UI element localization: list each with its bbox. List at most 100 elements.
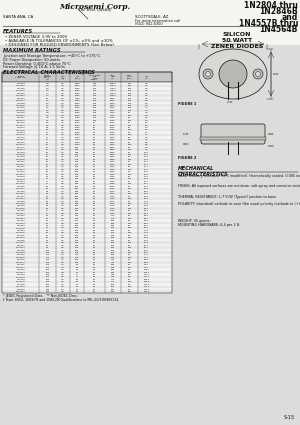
Text: 2.0: 2.0: [61, 117, 64, 118]
Text: 1N2825: 1N2825: [16, 186, 25, 187]
Bar: [2, 212, 172, 215]
Text: 115: 115: [75, 257, 79, 258]
Text: 1500: 1500: [74, 122, 80, 123]
Text: 91.6: 91.6: [144, 266, 149, 268]
Text: 24: 24: [46, 178, 49, 179]
Text: 1N2827A: 1N2827A: [16, 198, 26, 199]
Bar: [2, 94, 172, 97]
Text: 610: 610: [111, 242, 115, 243]
Text: 200: 200: [128, 159, 132, 160]
Text: 2650: 2650: [74, 93, 80, 94]
Text: 33.1: 33.1: [144, 210, 149, 211]
Text: 100: 100: [93, 117, 97, 118]
Text: 47.9: 47.9: [144, 232, 149, 233]
Text: 1250: 1250: [74, 134, 80, 136]
Text: 2.0: 2.0: [61, 132, 64, 133]
Text: 25: 25: [93, 218, 96, 219]
Bar: [2, 114, 172, 116]
Text: 126.8: 126.8: [143, 281, 150, 282]
Text: 1N2826: 1N2826: [16, 191, 25, 192]
Text: 64.1: 64.1: [144, 245, 149, 246]
Text: MAXIMUM RATINGS: MAXIMUM RATINGS: [3, 48, 61, 53]
Text: 70.5: 70.5: [144, 252, 149, 253]
Text: 1800: 1800: [74, 112, 80, 113]
Text: 1350: 1350: [74, 127, 80, 128]
Text: JEDEC
TYPE NO.: JEDEC TYPE NO.: [15, 76, 26, 78]
Circle shape: [256, 71, 260, 76]
Bar: [2, 161, 172, 163]
Text: 50: 50: [128, 181, 131, 182]
Text: 19.1: 19.1: [144, 183, 149, 184]
Text: 0.8: 0.8: [61, 154, 64, 155]
Text: 9.1: 9.1: [46, 127, 49, 128]
Text: 15: 15: [46, 152, 49, 153]
Text: 165: 165: [75, 235, 79, 236]
Text: 12: 12: [46, 144, 49, 145]
Text: SCOTTSDALE, AZ: SCOTTSDALE, AZ: [135, 15, 168, 19]
Text: 25: 25: [93, 198, 96, 199]
Bar: [2, 144, 172, 146]
Text: 2.0: 2.0: [61, 284, 64, 285]
Text: 2100: 2100: [110, 178, 116, 179]
Text: 23.3: 23.3: [144, 193, 149, 194]
Text: 1275: 1275: [110, 203, 116, 204]
Bar: [2, 187, 172, 190]
Text: 8.2: 8.2: [46, 122, 49, 123]
Bar: [2, 286, 172, 288]
Text: 30: 30: [46, 188, 49, 189]
Bar: [2, 72, 172, 82]
Text: 1N2815: 1N2815: [16, 137, 25, 138]
Text: 63: 63: [76, 291, 79, 292]
Text: 25: 25: [93, 173, 96, 175]
Text: 950: 950: [75, 149, 79, 150]
Text: 27: 27: [46, 181, 49, 182]
Text: 25: 25: [93, 245, 96, 246]
Text: 77: 77: [76, 277, 79, 278]
Bar: [2, 180, 172, 183]
Text: 47: 47: [46, 210, 49, 211]
Text: 1650: 1650: [74, 117, 80, 118]
Text: 50: 50: [128, 166, 131, 167]
Text: 0.8: 0.8: [61, 188, 64, 189]
Text: 50: 50: [128, 210, 131, 211]
Bar: [2, 290, 172, 293]
Text: 100: 100: [93, 105, 97, 106]
Text: 0.8: 0.8: [61, 252, 64, 253]
Text: 200: 200: [128, 203, 132, 204]
Text: 36.0: 36.0: [144, 218, 149, 219]
Text: 84.6: 84.6: [144, 262, 149, 263]
Text: 2.0: 2.0: [61, 176, 64, 177]
Text: 50: 50: [128, 269, 131, 270]
Text: 180: 180: [45, 281, 50, 282]
Text: 47.9: 47.9: [144, 230, 149, 231]
Text: 0.8: 0.8: [61, 262, 64, 263]
Text: 0.8: 0.8: [61, 183, 64, 184]
Text: • AVAILABLE IN TOLERANCES OF ±1%, ±5% and ±10%: • AVAILABLE IN TOLERANCES OF ±1%, ±5% an…: [5, 39, 112, 43]
Text: 5.3: 5.3: [145, 120, 148, 121]
Text: 15.5: 15.5: [144, 173, 149, 175]
Text: 775: 775: [75, 156, 79, 157]
Text: 50: 50: [128, 220, 131, 221]
Bar: [2, 151, 172, 153]
Text: 0.8: 0.8: [61, 115, 64, 116]
Text: 1N2845: 1N2845: [16, 284, 25, 285]
Text: 565: 565: [75, 171, 79, 172]
Bar: [2, 276, 172, 278]
Text: 25: 25: [93, 191, 96, 192]
Text: 275: 275: [111, 279, 115, 280]
Text: 23.3: 23.3: [144, 191, 149, 192]
Text: 25: 25: [93, 205, 96, 207]
Text: 2.0: 2.0: [61, 225, 64, 226]
Text: 4200: 4200: [110, 142, 116, 143]
Bar: [2, 124, 172, 126]
Text: 7400: 7400: [110, 112, 116, 113]
Text: 130: 130: [45, 266, 50, 268]
Bar: [2, 165, 172, 168]
Text: 7.5: 7.5: [46, 120, 49, 121]
Text: 2.8: 2.8: [145, 83, 148, 84]
Bar: [2, 195, 172, 197]
Text: 200: 200: [128, 227, 132, 229]
Text: 7.1: 7.1: [145, 134, 148, 136]
Bar: [2, 133, 172, 136]
Text: 735: 735: [111, 230, 115, 231]
